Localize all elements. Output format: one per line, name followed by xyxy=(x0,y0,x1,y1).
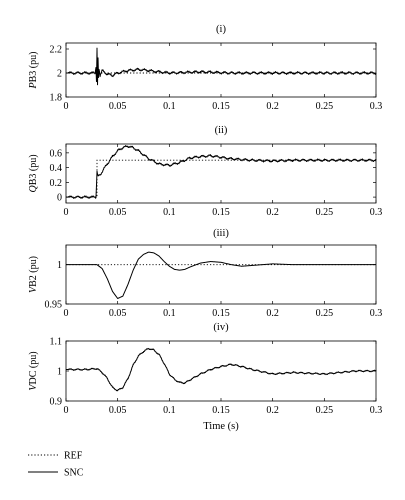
y-tick-label: 2 xyxy=(57,69,62,80)
y-tick-label: 1 xyxy=(57,260,62,271)
y-tick-label: 0 xyxy=(57,193,62,204)
panel-title: (iii) xyxy=(213,228,229,239)
x-tick-label: 0.05 xyxy=(109,308,127,319)
x-tick-label: 0.05 xyxy=(109,405,127,416)
x-tick-label: 0.2 xyxy=(266,207,279,218)
x-tick-label: 0.1 xyxy=(163,308,176,319)
chart-panel-1: (i) 0 0.05 0.1 0.15 0.2 0.25 0.3 1.8 2 2.2 PB3 (pu) xyxy=(28,24,382,112)
y-axis-label-text: B2 (pu) xyxy=(28,256,39,287)
x-tick-label: 0.15 xyxy=(212,308,230,319)
x-axis-label: Time (s) xyxy=(203,421,239,432)
x-tick-label: 0.25 xyxy=(316,207,334,218)
panel-title: (ii) xyxy=(215,125,228,136)
legend-label: REF xyxy=(64,451,83,462)
y-tick-label: 1.8 xyxy=(50,93,63,104)
y-axis-label-symbol: P xyxy=(28,82,39,89)
y-axis-label: VB2 (pu) xyxy=(28,256,39,293)
x-tick-label: 0.1 xyxy=(163,405,176,416)
panel-title: (i) xyxy=(216,24,226,35)
x-tick-label: 0.15 xyxy=(212,207,230,218)
series-line-snc xyxy=(66,145,377,199)
y-axis-label-symbol: V xyxy=(28,383,39,391)
x-tick-label: 0.3 xyxy=(370,308,383,319)
legend-entry-ref: REF xyxy=(28,451,83,462)
y-axis-label-text: B3 (pu) xyxy=(28,52,39,83)
series-line-snc xyxy=(66,251,376,299)
y-axis-label: QB3 (pu) xyxy=(28,154,39,192)
x-tick-label: 0.25 xyxy=(316,405,334,416)
chart-panel-4: (iv) 0 0.05 0.1 0.15 0.2 0.25 0.3 0.9 1 1.1 VDC (pu… xyxy=(28,322,382,432)
x-tick-label: 0.3 xyxy=(370,101,383,112)
y-tick-label: 0.2 xyxy=(50,178,63,189)
y-axis-label-symbol: Q xyxy=(28,185,39,193)
y-tick-label: 0.95 xyxy=(45,300,63,311)
chart-panel-2: (ii) 0 0.05 0.1 0.15 0.2 0.25 0.3 0 0.2 0.4 0.6 QB3 … xyxy=(28,125,382,218)
series-line-snc xyxy=(66,347,377,392)
y-tick-label: 0.6 xyxy=(50,148,63,159)
y-tick-label: 1.1 xyxy=(50,337,63,348)
x-tick-label: 0.15 xyxy=(212,405,230,416)
y-tick-label: 2.2 xyxy=(50,45,63,56)
chart-panel-3: (iii) 0 0.05 0.1 0.15 0.2 0.25 0.3 0.95 1 VB2 (pu) xyxy=(28,228,382,319)
x-tick-label: 0 xyxy=(64,308,69,319)
legend-label: SNC xyxy=(64,468,84,479)
y-axis-label-symbol: V xyxy=(28,285,39,293)
x-tick-label: 0.15 xyxy=(212,101,230,112)
x-tick-label: 0.3 xyxy=(370,405,383,416)
x-tick-label: 0 xyxy=(64,405,69,416)
y-axis-label-text: DC (pu) xyxy=(28,351,39,384)
y-axis-label: VDC (pu) xyxy=(28,351,39,390)
x-tick-label: 0.2 xyxy=(266,308,279,319)
y-axis-label-text: B3 (pu) xyxy=(28,154,39,185)
x-tick-label: 0.1 xyxy=(163,207,176,218)
series-line-snc xyxy=(66,47,377,86)
y-axis-label: PB3 (pu) xyxy=(28,52,39,90)
x-tick-label: 0.3 xyxy=(370,207,383,218)
x-tick-label: 0.1 xyxy=(163,101,176,112)
x-tick-label: 0.2 xyxy=(266,101,279,112)
x-tick-label: 0.25 xyxy=(316,101,334,112)
y-tick-label: 0.9 xyxy=(50,397,63,408)
y-tick-label: 1 xyxy=(57,367,62,378)
x-tick-label: 0.2 xyxy=(266,405,279,416)
legend-entry-snc: SNC xyxy=(28,468,84,479)
legend: REF SNC xyxy=(28,451,84,479)
x-tick-label: 0 xyxy=(64,101,69,112)
y-tick-label: 0.4 xyxy=(50,163,63,174)
x-tick-label: 0.25 xyxy=(316,308,334,319)
x-tick-label: 0 xyxy=(64,207,69,218)
x-tick-label: 0.05 xyxy=(109,101,127,112)
x-tick-label: 0.05 xyxy=(109,207,127,218)
panel-title: (iv) xyxy=(213,322,229,333)
